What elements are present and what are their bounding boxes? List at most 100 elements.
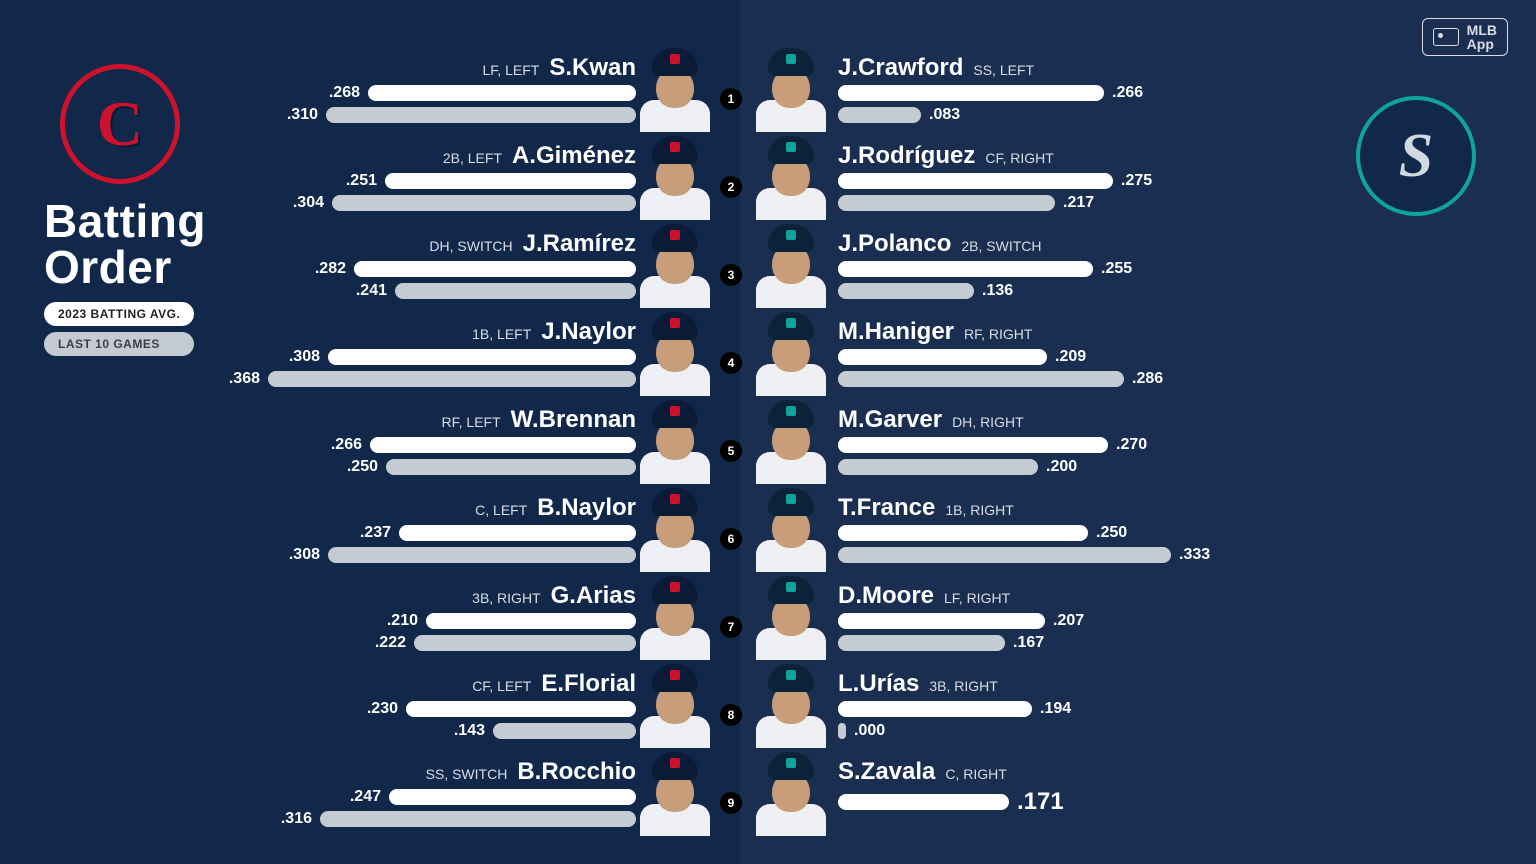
lineup-row: 1LF, LEFTS.Kwan.268.310J.CrawfordSS, LEF… [0, 46, 1536, 134]
last10-bar-wrap: .316 [281, 810, 636, 828]
season-value: .210 [387, 612, 418, 630]
player-name-line: 3B, RIGHTG.Arias [472, 582, 636, 610]
player-headshot [640, 662, 710, 748]
lineup-row: 5 RF, LEFTW.Brennan.266.250 M.GarverDH, RI… [0, 398, 1536, 486]
player-headshot [756, 486, 826, 572]
last10-bar [493, 723, 636, 739]
player-position: C, RIGHT [945, 766, 1006, 782]
season-bar [385, 173, 636, 189]
last10-bar [838, 459, 1038, 475]
last10-value: .143 [454, 722, 485, 740]
season-bar-wrap: .251 [293, 172, 636, 190]
season-value: .250 [1096, 524, 1127, 542]
last10-bar-wrap: .217 [838, 194, 1152, 212]
player-name: A.Giménez [512, 142, 636, 170]
last10-bar [268, 371, 636, 387]
last10-bar-wrap: .333 [838, 546, 1210, 564]
player-headshot [640, 398, 710, 484]
player-position: LF, LEFT [483, 62, 540, 78]
last10-bar-wrap: .000 [838, 722, 1071, 740]
last10-value: .333 [1179, 546, 1210, 564]
last10-bar-wrap: .310 [287, 106, 636, 124]
season-value: .194 [1040, 700, 1071, 718]
season-bar-wrap: .275 [838, 172, 1152, 190]
season-bar-wrap: .194 [838, 700, 1071, 718]
player-bars: .268 .310 [287, 84, 636, 128]
player-position: DH, SWITCH [429, 238, 512, 254]
last10-bar-wrap: .200 [838, 458, 1147, 476]
player-bars: .266.250 [331, 436, 636, 480]
season-value: .282 [315, 260, 346, 278]
lineup-row: 41B, LEFTJ.Naylor.308.368M.HanigerRF, RI… [0, 310, 1536, 398]
player-name-line: 1B, LEFTJ.Naylor [472, 318, 636, 346]
last10-value: .304 [293, 194, 324, 212]
player-name-line: LF, LEFT S.Kwan [483, 54, 636, 82]
season-value: .209 [1055, 348, 1086, 366]
player-position: CF, LEFT [472, 678, 531, 694]
player-name: D.Moore [838, 582, 934, 610]
season-bar-wrap: .210 [375, 612, 636, 630]
last10-bar [328, 547, 636, 563]
player-bars: .230.143 [367, 700, 636, 744]
last10-bar-wrap: .250 [331, 458, 636, 476]
season-value: .268 [329, 84, 360, 102]
season-bar-wrap: .250 [838, 524, 1210, 542]
order-badge: 6 [720, 528, 742, 550]
player-name: B.Naylor [537, 494, 636, 522]
player-headshot [756, 46, 826, 132]
season-value: .275 [1121, 172, 1152, 190]
player-position: LF, RIGHT [944, 590, 1010, 606]
season-bar-wrap: .282 [315, 260, 636, 278]
season-bar [389, 789, 636, 805]
season-bar-wrap: .171 [838, 788, 1064, 816]
player-position: C, LEFT [475, 502, 527, 518]
player-headshot [756, 398, 826, 484]
season-value: .247 [350, 788, 381, 806]
player-name-line: L.Urías 3B, RIGHT [838, 670, 998, 698]
player-name: S.Kwan [549, 54, 636, 82]
last10-bar [838, 195, 1055, 211]
lineup-row: 22B, LEFTA.Giménez.251.304J.RodríguezCF,… [0, 134, 1536, 222]
order-badge: 8 [720, 704, 742, 726]
last10-bar [332, 195, 636, 211]
season-bar-wrap: .266 [838, 84, 1143, 102]
order-badge: 5 [720, 440, 742, 462]
player-position: 3B, RIGHT [929, 678, 997, 694]
player-name: E.Florial [541, 670, 636, 698]
lineup-row: 6C, LEFTB.Naylor.237.308T.France1B, RIGH… [0, 486, 1536, 574]
player-headshot [756, 750, 826, 836]
last10-value: .222 [375, 634, 406, 652]
player-name-line: C, LEFT B.Naylor [475, 494, 636, 522]
season-bar-wrap: .268 [287, 84, 636, 102]
lineup-row: 73B, RIGHTG.Arias.210.222D.MooreLF, RIGH… [0, 574, 1536, 662]
last10-bar [326, 107, 636, 123]
order-badge: 1 [720, 88, 742, 110]
last10-bar-wrap: .167 [838, 634, 1084, 652]
player-name-line: M.GarverDH, RIGHT [838, 406, 1024, 434]
mlb-logo-icon [1433, 28, 1459, 46]
season-value: .270 [1116, 436, 1147, 454]
last10-value: .200 [1046, 458, 1077, 476]
player-headshot [756, 662, 826, 748]
player-headshot [756, 310, 826, 396]
player-bars: .207 .167 [838, 612, 1084, 656]
season-bar [426, 613, 636, 629]
last10-value: .308 [289, 546, 320, 564]
player-name: B.Rocchio [517, 758, 636, 786]
last10-bar-wrap: .308 [289, 546, 636, 564]
player-name-line: RF, LEFTW.Brennan [442, 406, 636, 434]
season-value: .207 [1053, 612, 1084, 630]
player-bars: .282.241 [315, 260, 636, 304]
season-value: .308 [289, 348, 320, 366]
player-name: L.Urías [838, 670, 919, 698]
season-value: .251 [346, 172, 377, 190]
player-position: 1B, RIGHT [945, 502, 1013, 518]
season-bar [328, 349, 636, 365]
lineup-row: 9SS, SWITCHB.Rocchio.247.316S.ZavalaC, R… [0, 750, 1536, 838]
player-headshot [640, 310, 710, 396]
player-name: T.France [838, 494, 935, 522]
lineup-row: 3DH, SWITCHJ.Ramírez.282.241J.Polanco2B,… [0, 222, 1536, 310]
last10-bar-wrap: .143 [367, 722, 636, 740]
player-name-line: 2B, LEFTA.Giménez [443, 142, 636, 170]
player-name-line: CF, LEFT E.Florial [472, 670, 636, 698]
